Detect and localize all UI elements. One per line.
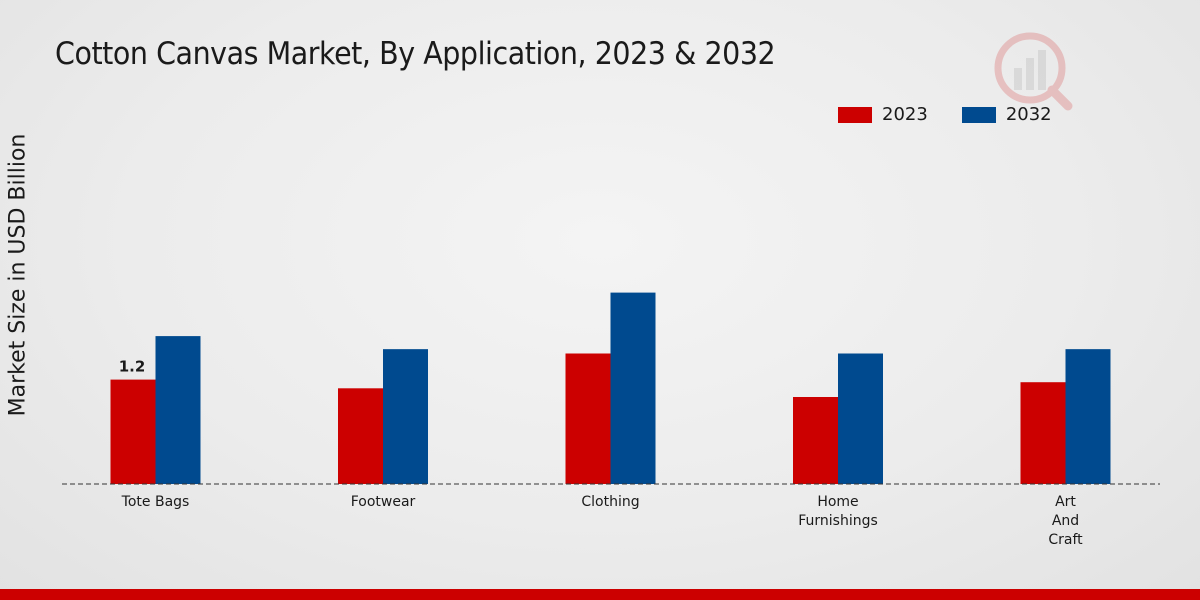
x-tick-label-line: Art [1055,494,1076,510]
x-tick-label-line: Footwear [351,494,416,510]
brand-logo-icon [994,32,1073,111]
bar-2023-0 [110,379,156,484]
x-tick-label-2: Clothing [581,494,639,510]
bar-2032-1 [383,349,428,484]
bar-2023-4 [1020,382,1066,484]
legend: 2023 2032 [838,104,1086,125]
legend-label-2023: 2023 [882,104,928,125]
x-tick-label-1: Footwear [351,494,416,510]
bar-2023-2 [565,353,611,484]
bottom-accent-bar [0,589,1200,600]
x-tick-label-line: Home [817,494,858,510]
x-tick-label-line: Tote Bags [121,494,190,510]
x-tick-label-line: And [1052,513,1079,529]
x-tick-label-4: Art And Craft [1048,494,1083,548]
bar-2032-4 [1065,349,1111,484]
x-tick-label-line: Clothing [581,494,639,510]
bar-2032-0 [155,336,201,484]
x-tick-label-3: Home Furnishings [798,494,878,529]
x-tick-label-line: Furnishings [798,513,878,529]
legend-swatch-2023 [838,106,872,123]
bar-2032-2 [610,292,656,484]
data-label-0: 1.2 [119,358,146,376]
bar-2032-3 [838,353,883,484]
legend-label-2032: 2032 [1005,104,1052,125]
chart-title: Cotton Canvas Market, By Application, 20… [55,36,776,72]
bar-2023-1 [338,388,383,484]
legend-swatch-2032 [961,106,996,123]
legend-entry-2032: 2032 [961,104,1052,125]
legend-entry-2023: 2023 [838,104,928,125]
bar-2023-3 [793,397,838,484]
x-tick-label-line: Craft [1048,532,1083,548]
x-tick-label-0: Tote Bags [121,494,190,510]
